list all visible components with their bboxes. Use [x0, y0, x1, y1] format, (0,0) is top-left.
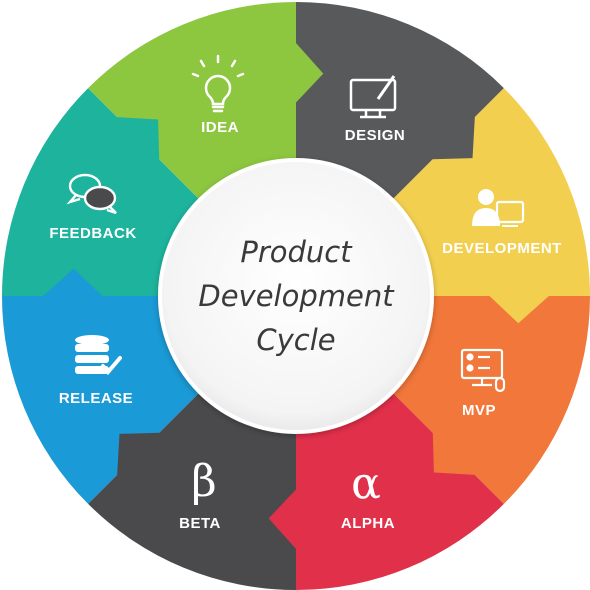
segment-arrow-beta	[432, 427, 482, 476]
segment-label-design: DESIGN	[345, 127, 406, 144]
center-title-line-1: Product	[240, 235, 353, 269]
beta-icon: β	[191, 456, 216, 507]
chat-bubbles-icon	[66, 173, 117, 215]
center-title-line-3: Cycle	[256, 323, 335, 357]
segment-arrow-feedback	[116, 432, 165, 482]
segment-label-mvp: MVP	[462, 402, 496, 419]
database-check-icon	[75, 335, 122, 376]
segment-label-release: RELEASE	[59, 390, 133, 407]
segment-arrow-idea	[38, 268, 107, 301]
segment-label-idea: IDEA	[201, 119, 239, 136]
segment-arrow-design	[110, 116, 160, 165]
monitor-pen-icon	[349, 75, 397, 119]
mvp-screen-icon	[460, 348, 506, 393]
center-title-line-2: Development	[198, 279, 395, 313]
segment-arrow-development	[291, 38, 324, 107]
lightbulb-icon	[191, 54, 245, 113]
cycle-arrows	[38, 38, 554, 554]
center-hub	[158, 158, 434, 434]
segment-label-feedback: FEEDBACK	[49, 225, 136, 242]
segment-label-development: DEVELOPMENT	[442, 240, 562, 257]
segment-label-alpha: ALPHA	[341, 515, 395, 532]
segment-arrow-alpha	[485, 291, 554, 324]
segment-label-beta: BETA	[179, 515, 221, 532]
segment-arrow-release	[268, 485, 301, 554]
alpha-icon: α	[351, 458, 381, 509]
developer-icon	[472, 189, 525, 227]
segment-arrow-mvp	[427, 110, 476, 160]
